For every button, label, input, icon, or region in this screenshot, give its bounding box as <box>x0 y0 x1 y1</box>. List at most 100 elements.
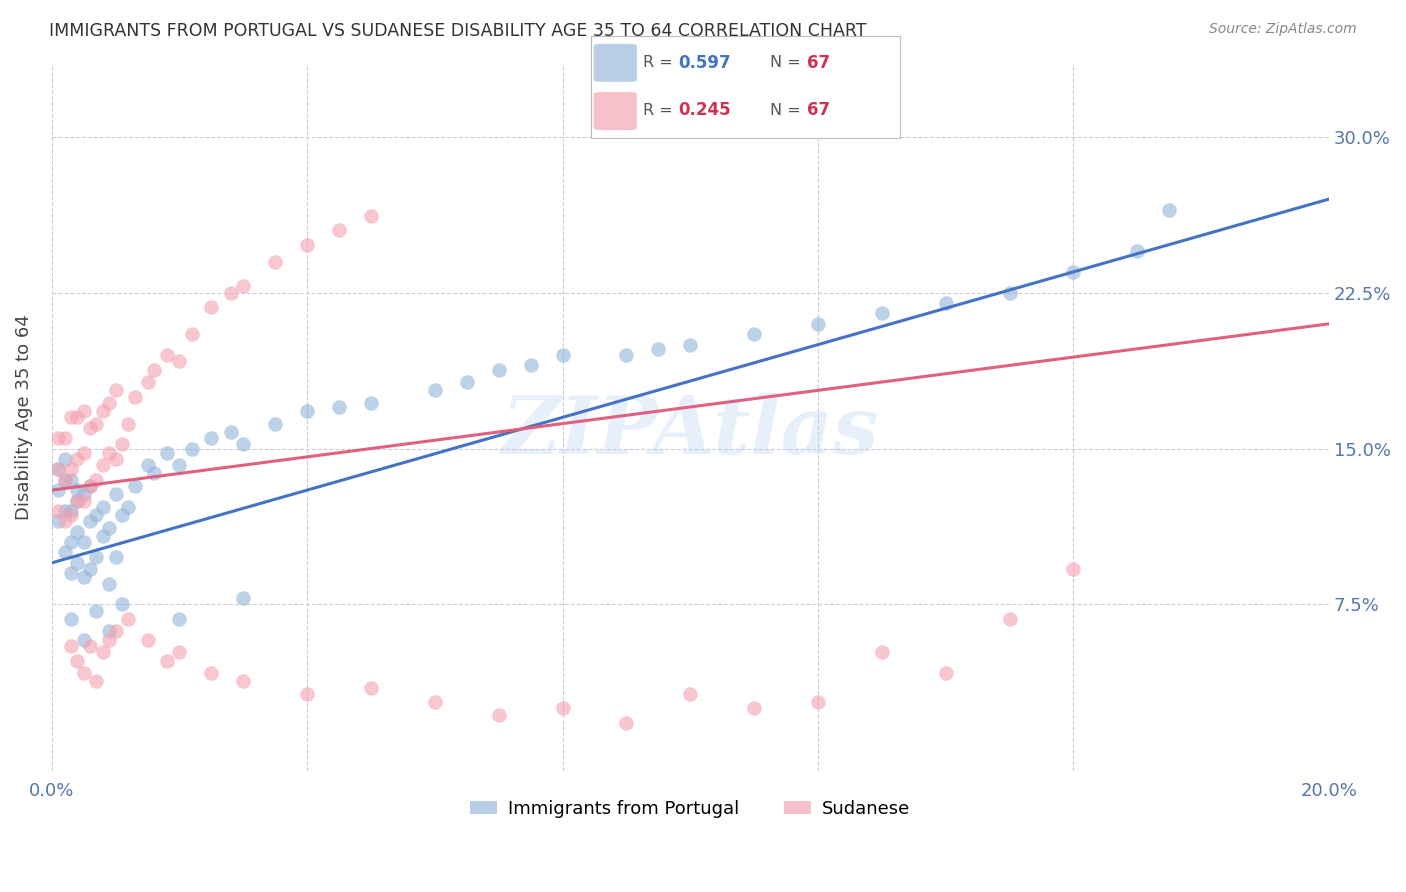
Point <box>935 296 957 310</box>
Point <box>181 327 204 342</box>
Point <box>647 342 669 356</box>
Point <box>91 645 114 659</box>
Point <box>870 306 893 320</box>
Point <box>79 479 101 493</box>
Point <box>66 410 89 425</box>
Point <box>66 493 89 508</box>
Point <box>46 462 69 476</box>
Point <box>86 549 108 564</box>
Point <box>98 632 121 647</box>
Point <box>104 549 127 564</box>
Point <box>551 348 574 362</box>
Point <box>1126 244 1149 259</box>
Point <box>59 508 82 522</box>
Point <box>742 701 765 715</box>
Point <box>73 632 96 647</box>
Point <box>98 520 121 534</box>
Point <box>111 598 134 612</box>
Point <box>328 223 350 237</box>
Point <box>91 458 114 472</box>
Point <box>53 473 76 487</box>
Point <box>53 473 76 487</box>
Point <box>200 665 222 680</box>
Point <box>807 317 830 331</box>
Point <box>169 458 191 472</box>
Point <box>136 458 159 472</box>
Text: 0.597: 0.597 <box>679 54 731 72</box>
Point <box>124 479 146 493</box>
Point <box>98 624 121 639</box>
Point <box>488 362 510 376</box>
Point <box>1159 202 1181 217</box>
Point <box>73 535 96 549</box>
Point <box>79 421 101 435</box>
Point <box>423 695 446 709</box>
Point <box>98 576 121 591</box>
Point <box>456 375 478 389</box>
Point <box>66 524 89 539</box>
Point <box>232 591 254 606</box>
Point <box>86 417 108 431</box>
Text: N =: N = <box>770 103 806 118</box>
Point <box>59 462 82 476</box>
Point <box>742 327 765 342</box>
Point <box>73 570 96 584</box>
Point <box>86 508 108 522</box>
Text: R =: R = <box>643 55 678 70</box>
Point <box>219 425 242 439</box>
Point <box>59 473 82 487</box>
Point <box>807 695 830 709</box>
Point <box>142 467 165 481</box>
Point <box>142 362 165 376</box>
Point <box>91 404 114 418</box>
Point <box>66 556 89 570</box>
Point <box>104 624 127 639</box>
Point <box>53 545 76 559</box>
Text: N =: N = <box>770 55 806 70</box>
Point <box>104 487 127 501</box>
Text: IMMIGRANTS FROM PORTUGAL VS SUDANESE DISABILITY AGE 35 TO 64 CORRELATION CHART: IMMIGRANTS FROM PORTUGAL VS SUDANESE DIS… <box>49 22 866 40</box>
Point <box>264 254 287 268</box>
Point <box>104 452 127 467</box>
Point <box>136 632 159 647</box>
Point <box>91 529 114 543</box>
Point <box>169 645 191 659</box>
Point <box>616 348 638 362</box>
Point <box>328 400 350 414</box>
Point <box>616 715 638 730</box>
Point <box>156 654 179 668</box>
Point <box>156 348 179 362</box>
Point <box>360 396 382 410</box>
Point <box>73 665 96 680</box>
Point <box>679 337 702 351</box>
Y-axis label: Disability Age 35 to 64: Disability Age 35 to 64 <box>15 315 32 520</box>
Point <box>59 639 82 653</box>
Text: ZIPAtlas: ZIPAtlas <box>502 392 879 470</box>
Point <box>111 508 134 522</box>
Point <box>870 645 893 659</box>
Point <box>117 500 139 514</box>
Point <box>98 446 121 460</box>
Point <box>264 417 287 431</box>
Point <box>232 674 254 689</box>
Point <box>935 665 957 680</box>
Point <box>73 404 96 418</box>
Point <box>1062 265 1084 279</box>
Point <box>66 483 89 497</box>
Point <box>124 390 146 404</box>
Point <box>423 384 446 398</box>
Point <box>86 473 108 487</box>
Point <box>295 238 318 252</box>
Point <box>73 446 96 460</box>
Text: 0.245: 0.245 <box>679 101 731 119</box>
Point <box>86 604 108 618</box>
Point <box>86 674 108 689</box>
Point <box>679 687 702 701</box>
Point <box>200 431 222 445</box>
Point <box>91 500 114 514</box>
Point <box>59 410 82 425</box>
Point <box>73 487 96 501</box>
Point <box>360 681 382 695</box>
Text: 67: 67 <box>807 54 830 72</box>
Point <box>360 209 382 223</box>
